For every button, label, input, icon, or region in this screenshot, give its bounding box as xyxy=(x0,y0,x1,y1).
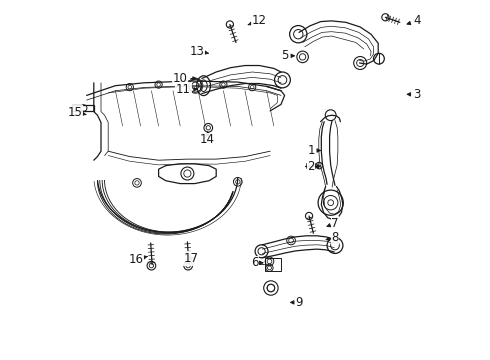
Text: 13: 13 xyxy=(190,45,208,58)
Text: 3: 3 xyxy=(407,88,421,101)
Text: 17: 17 xyxy=(184,252,199,265)
Text: 1: 1 xyxy=(307,144,320,157)
Text: 2: 2 xyxy=(307,160,320,173)
Text: 10: 10 xyxy=(172,72,196,85)
Text: 8: 8 xyxy=(326,231,339,244)
Text: 9: 9 xyxy=(291,296,303,309)
Text: 16: 16 xyxy=(128,253,147,266)
Text: 11: 11 xyxy=(176,83,197,96)
Polygon shape xyxy=(72,105,94,111)
Text: 6: 6 xyxy=(251,256,263,269)
Text: 5: 5 xyxy=(281,49,294,62)
Text: 14: 14 xyxy=(200,132,215,146)
Text: 4: 4 xyxy=(407,14,421,27)
Text: 15: 15 xyxy=(68,106,86,119)
Text: 12: 12 xyxy=(248,14,267,27)
Text: 7: 7 xyxy=(327,217,339,230)
